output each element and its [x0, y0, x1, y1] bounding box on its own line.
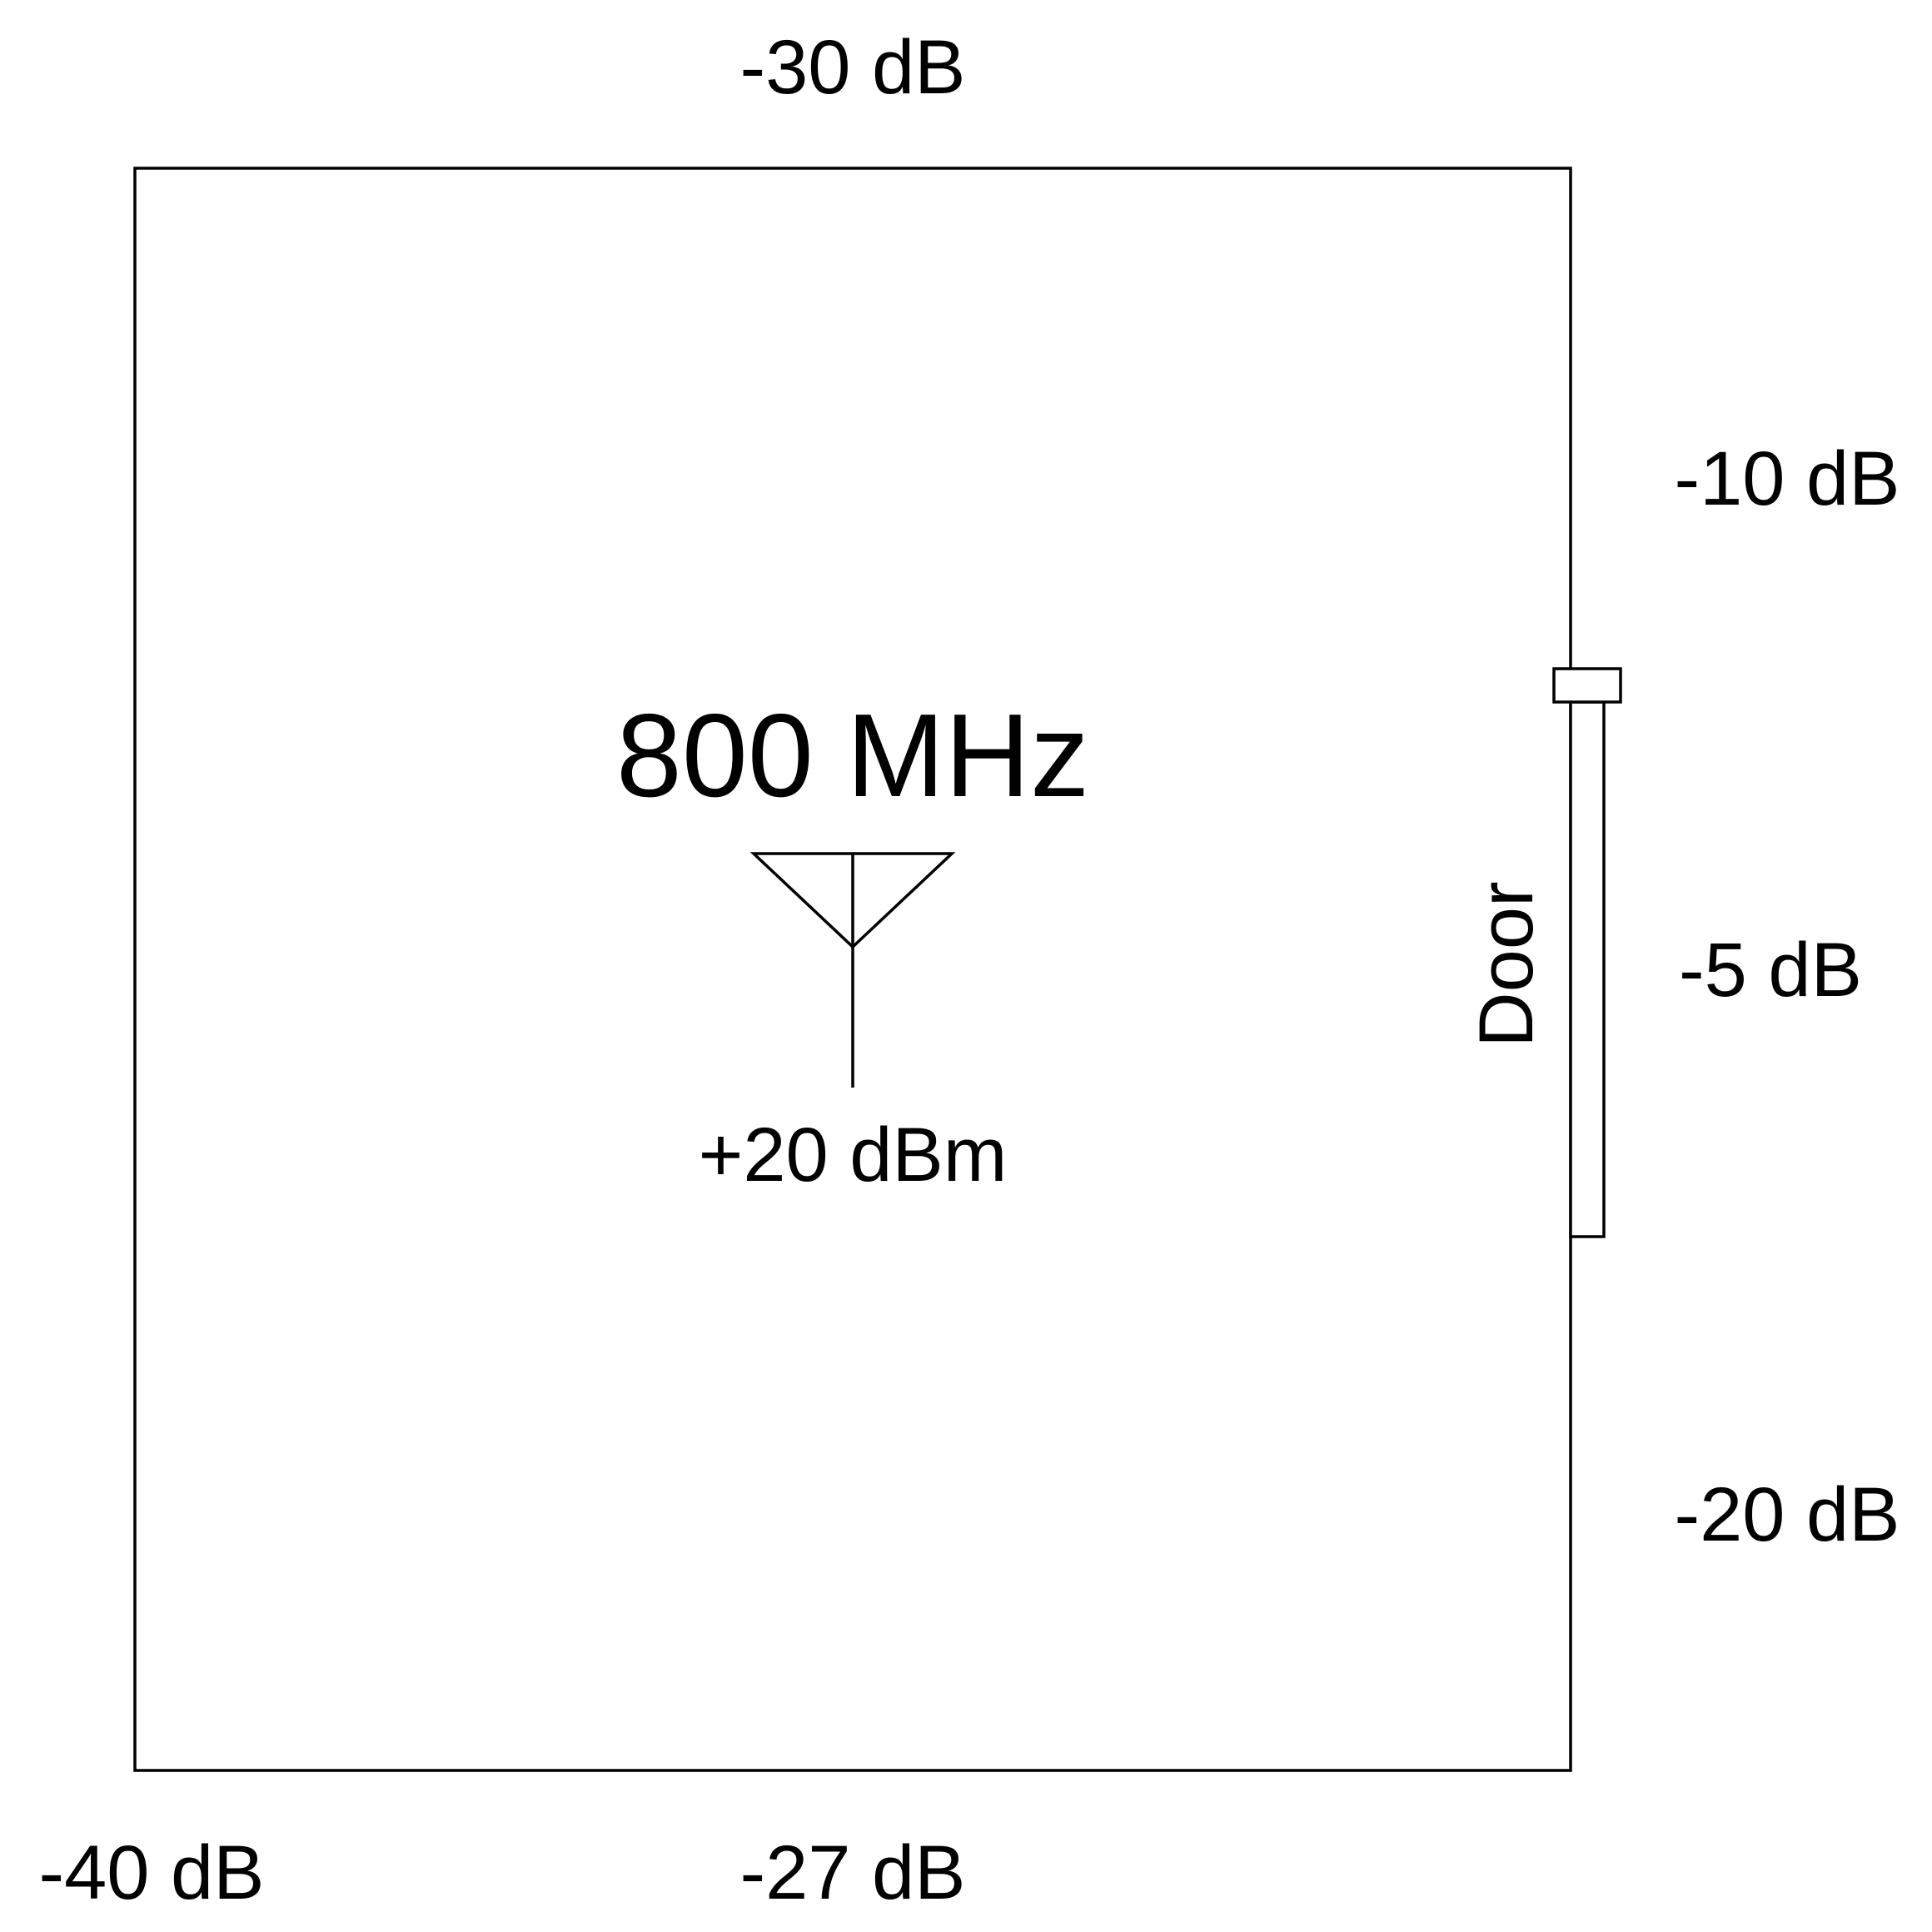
frequency-label: 800 MHz — [616, 690, 1089, 822]
attenuation-door-label: -5 dB — [1679, 928, 1862, 1013]
attenuation-right-upper-label: -10 dB — [1674, 436, 1900, 521]
attenuation-bottom-label: -27 dB — [739, 1830, 965, 1915]
door-frame-cap — [1552, 667, 1622, 704]
attenuation-right-lower-label: -20 dB — [1674, 1472, 1900, 1557]
attenuation-bottom-left-label: -40 dB — [38, 1830, 264, 1915]
antenna-icon — [749, 852, 956, 1088]
door-label: Door — [1464, 881, 1549, 1047]
attenuation-top-label: -30 dB — [739, 25, 965, 110]
antenna-power-label: +20 dBm — [699, 1113, 1008, 1198]
door-panel — [1569, 700, 1606, 1238]
